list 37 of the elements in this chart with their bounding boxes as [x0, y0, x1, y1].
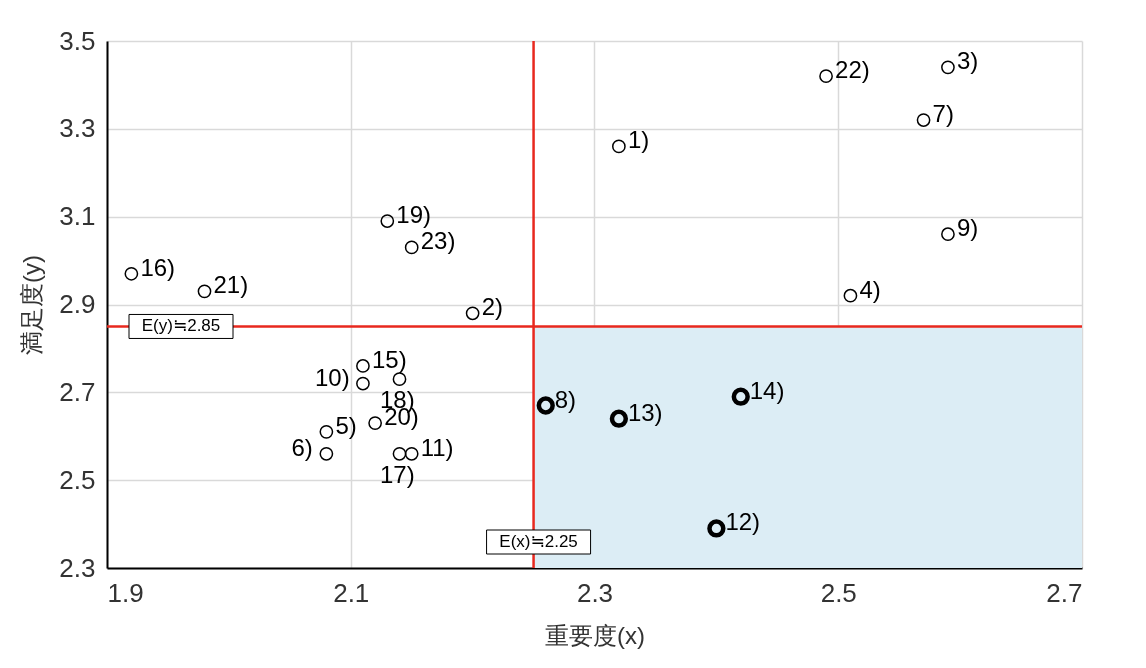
annotation: 4) [859, 275, 881, 303]
annotation: 10) [314, 363, 350, 391]
ref-line-label: E(x)≒2.25 [499, 532, 578, 551]
annotation: 8) [554, 385, 577, 413]
annotation: 1) [627, 126, 650, 154]
y-axis-title: 満足度(y) [18, 255, 46, 355]
y-tick-label: 2.7 [59, 376, 96, 407]
annotation: 13) [627, 398, 663, 426]
annotation: 5) [335, 411, 357, 439]
y-tick-label: 2.5 [59, 464, 96, 495]
x-tick-label: 2.5 [820, 577, 857, 608]
annotation: 12) [725, 508, 761, 536]
annotation: 22) [835, 56, 870, 84]
annotation: 11) [420, 433, 454, 461]
x-tick-label: 2.3 [576, 577, 614, 608]
x-axis-title: 重要度(x) [545, 621, 645, 649]
annotation: 7) [932, 100, 954, 128]
annotation: 9) [956, 214, 979, 242]
y-tick-label: 2.9 [59, 289, 96, 319]
annotation: 17) [380, 460, 415, 488]
x-tick-label: 2.1 [333, 577, 370, 608]
y-tick-label: 3.5 [59, 25, 96, 56]
annotation: 16) [140, 253, 176, 281]
annotation: 15) [371, 345, 407, 373]
annotation: 19) [396, 201, 431, 229]
y-tick-label: 3.3 [59, 113, 96, 144]
y-tick-label: 2.3 [59, 552, 96, 583]
annotation: 21) [213, 271, 249, 299]
annotation: 6) [291, 433, 313, 461]
annotation: 23) [420, 227, 456, 255]
x-tick-label: 2.7 [1046, 577, 1083, 608]
y-tick-label: 3.1 [59, 201, 96, 232]
annotation: 14) [749, 376, 785, 404]
ref-line-label: E(y)≒2.85 [141, 316, 221, 336]
annotation: 3) [956, 47, 979, 75]
x-tick-label: 1.9 [107, 577, 144, 608]
annotation: 2) [481, 293, 503, 321]
